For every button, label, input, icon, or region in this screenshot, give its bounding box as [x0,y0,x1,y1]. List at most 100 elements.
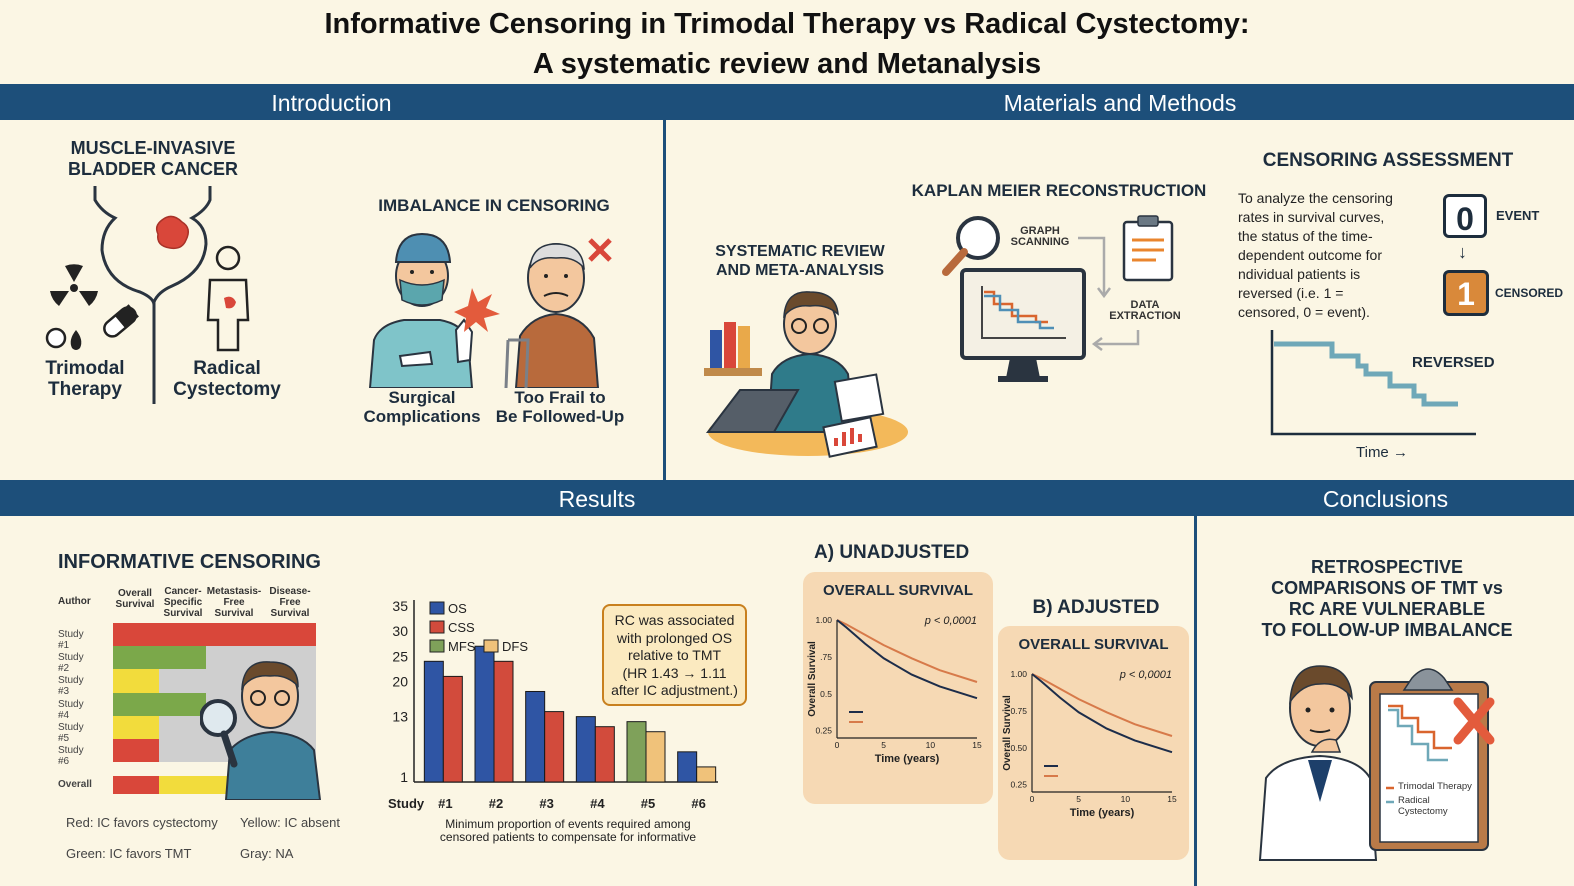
legend-red: Red: IC favors cystectomy [66,815,218,830]
ic-cell-red [206,623,262,647]
ic-cell-gray [159,715,206,739]
reversed-curve-illustration [1270,330,1476,436]
km-p-value: p < 0,0001 [1119,669,1172,681]
frail-label: Too Frail to Be Followed-Up [490,388,630,426]
clipboard-icon [1369,668,1495,851]
magnifier-icon [942,216,1000,276]
frail-label-line: Too Frail to [514,388,606,407]
km-x-tick: 15 [972,740,982,750]
col-header: Author [58,596,91,607]
km-x-tick: 0 [835,740,840,750]
km-a-panel-title: OVERALL SURVIVAL [822,582,974,599]
section-results-header: Results [0,482,1194,516]
row-label: Study #1 [58,629,84,651]
sr-heading-line: SYSTEMATIC REVIEW [715,243,885,260]
censoring-text-line: censored, 0 = event). [1238,304,1370,320]
col-header: Cancer- Specific Survival [163,586,203,619]
tmt-label-line: Therapy [48,379,122,400]
x-tick-label: #5 [641,796,655,811]
rc-label: Radical Cystectomy [162,358,292,400]
data-extraction-label: DATA EXTRACTION [1100,300,1190,322]
x-tick-label: #1 [438,796,452,811]
ic-cell-green [113,646,159,670]
chart-x-caption: Minimum proportion of events required am… [418,818,718,844]
burst-icon [454,288,500,332]
surgeon-icon [368,232,474,388]
mini-bars-icon [834,428,862,446]
censored-label: CENSORED [1495,286,1564,300]
divider [0,480,1574,482]
km-x-tick: 0 [1030,794,1035,804]
cross-icon [1453,697,1495,745]
km-x-tick: 5 [1076,794,1081,804]
legend-rc-line: Radical [1398,795,1430,806]
tumor-icon [155,215,189,250]
km-curve-tmt [836,619,978,700]
km-y-tick: 0.25 [815,726,832,736]
km-b-title: B) ADJUSTED [1032,597,1160,618]
divider [0,84,1574,86]
magnifier-icon [200,699,237,737]
graph-scanning-line: GRAPH [1020,225,1060,237]
censoring-text-line: the status of the time- [1238,228,1373,244]
ic-cell-yellow [113,715,159,739]
bladder-outline-icon [93,186,212,306]
y-tick-label: 20 [392,673,408,689]
censoring-text-line: ndividual patients is [1238,266,1361,282]
ic-cell-red [113,739,159,763]
row-label: Study #5 [58,721,84,744]
km-y-tick: 0.75 [1010,706,1027,716]
y-tick-label: 30 [392,623,408,639]
pill-round-icon [45,327,67,349]
y-tick-label: 13 [392,709,408,725]
tmt-label: Trimodal Therapy [30,358,140,400]
km-y-tick: 0.5 [820,689,832,699]
legend-yellow: Yellow: IC absent [240,815,340,830]
km-p-value: p < 0,0001 [924,615,977,627]
km-curve-tmt [1031,673,1173,754]
ic-cell-green [113,692,159,716]
legend-green: Green: IC favors TMT [66,846,192,861]
km-heading: KAPLAN MEIER RECONSTRUCTION [911,181,1207,200]
overall-cell-yellow [159,776,206,794]
mibc-heading: MUSCLE-INVASIVE BLADDER CANCER [40,138,266,180]
axes [1270,330,1476,436]
bar-css-study-3 [544,711,565,783]
legend-label-os: OS [448,601,467,616]
y-tick-label: 1 [400,769,408,785]
censoring-text-line: rates in survival curves, [1238,209,1385,225]
km-y-label: Overall Survival [807,641,818,717]
bar-dfs-study-6 [696,766,717,783]
frail-label-line: Be Followed-Up [495,407,625,426]
km-chart-a: 1.00 .75 0.5 0.250 5 10 15 Time (years) Overall … [807,615,982,765]
note-line: with prolonged OS [616,629,733,646]
ic-cell-gray [159,669,206,693]
x-tick-label: #3 [539,796,553,811]
mibc-heading-line: MUSCLE-INVASIVE [70,138,236,158]
row-label: Study #2 [58,652,84,675]
km-y-tick: 0.25 [1010,780,1027,790]
ic-cell-yellow [113,669,159,693]
graph-scanning-label: GRAPH SCANNING [1003,226,1077,248]
rc-label-line: Radical [193,358,261,379]
km-x-tick: 10 [1121,794,1131,804]
paper-icon [833,373,885,423]
tmt-label-line: Trimodal [45,358,125,379]
legend-label-css: CSS [448,620,475,635]
note-line: after IC adjustment.) [611,682,738,698]
conclusion-illustration [1258,665,1495,861]
km-panel-b [998,626,1189,860]
researcher-illustration [704,291,908,458]
researcher-icon [766,291,856,433]
bar-os-study-4 [575,716,596,783]
bar-os-study-3 [525,690,546,783]
bar-css-study-1 [442,675,463,783]
km-x-tick: 10 [926,740,936,750]
km-y-tick: 1.00 [1010,669,1027,679]
note-line: relative to TMT [627,647,722,663]
chart-x-caption-line: Minimum proportion of events required am… [445,817,691,831]
radiation-icon [50,264,98,306]
bar-os-study-1 [423,660,444,783]
drop-icon [70,330,82,350]
pill-icon [103,304,139,338]
